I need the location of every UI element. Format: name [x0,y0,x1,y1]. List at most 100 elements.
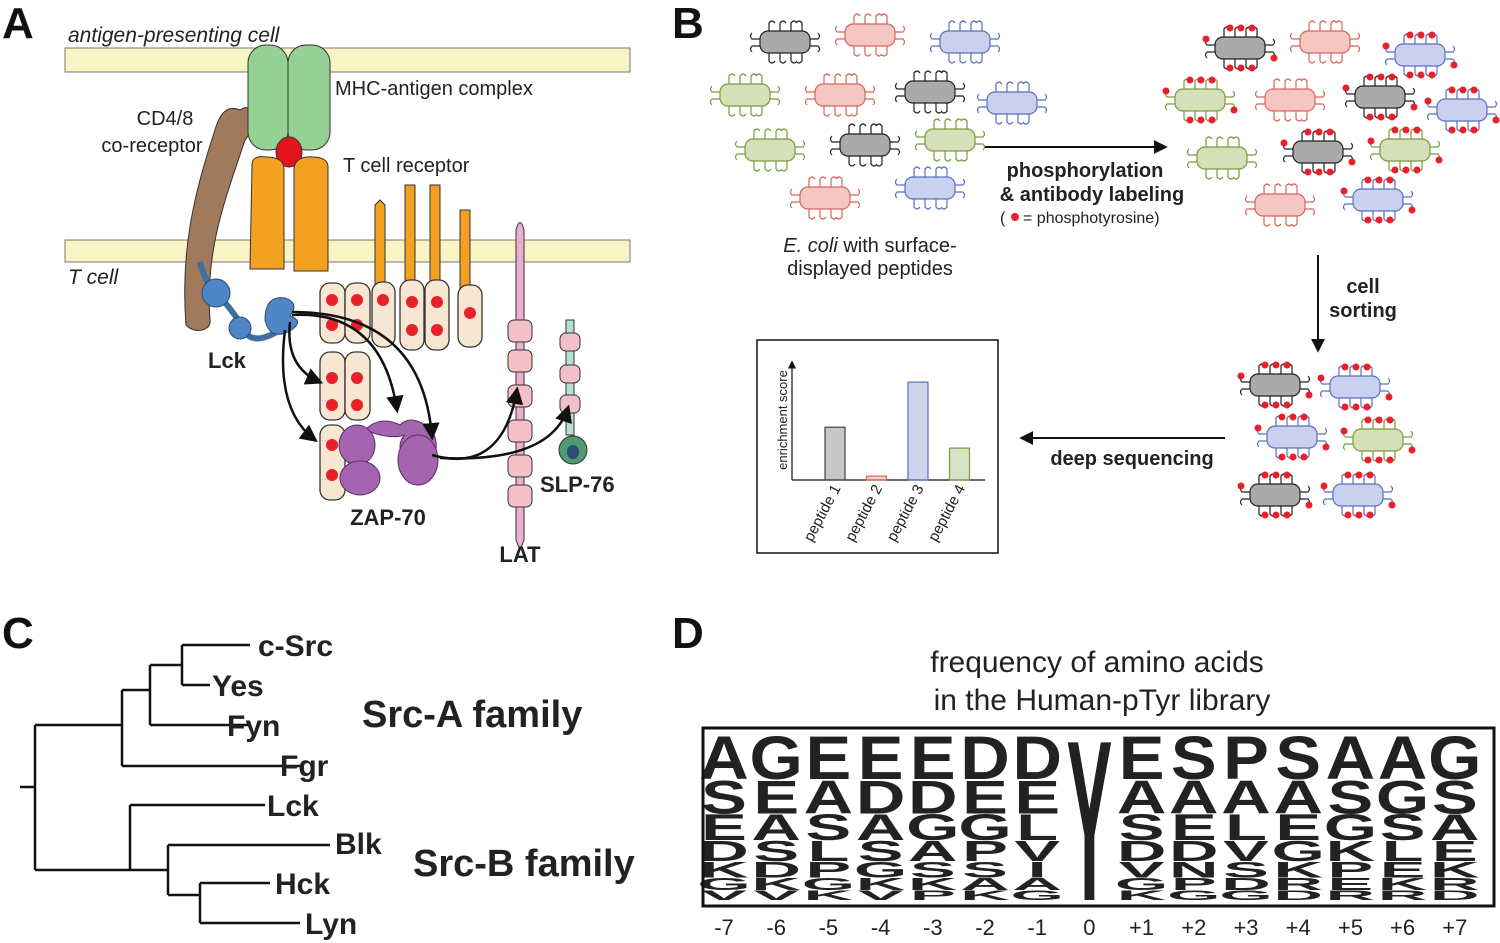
logo-letter: L [1016,806,1058,848]
logo-letter: L [1225,806,1267,848]
coreceptor-label: CD4/8 [137,108,194,130]
step-label: deep sequencing [1050,448,1213,470]
logo-letter: A [804,771,854,824]
logo-letter: S [1380,806,1426,848]
logo-letter: E [806,723,852,792]
logo-letter: E [1328,874,1374,894]
family-label: Src-B family [413,843,635,885]
logo-letter: K [908,874,958,894]
logo-letter: G [1167,888,1220,903]
logo-letter: K [960,888,1010,903]
lat-label: LAT [499,542,541,567]
legend-dot [1011,213,1019,221]
logo-letter: D [751,857,801,882]
logo-letter: A [1117,771,1167,824]
zap70 [338,419,439,496]
lat [507,222,533,552]
bar [948,447,971,481]
step-label: sorting [1329,300,1397,322]
position-label: +4 [1286,915,1311,940]
logo-letter: A [908,835,958,868]
slp76-label: SLP-76 [540,472,615,497]
panel-a: A antigen-presenting cell T cell CD4/8 c… [2,0,631,567]
logo-title: frequency of amino acids [930,646,1264,679]
step-label: phosphorylation [1007,160,1164,182]
logo-letter: K [1430,857,1480,882]
antigen [275,136,303,168]
logo-letter: G [1219,888,1272,903]
logo-letter: E [701,806,747,848]
position-label: -6 [766,915,786,940]
position-label: -7 [714,915,734,940]
logo-title: in the Human-pTyr library [934,684,1271,717]
logo-letter: S [1275,723,1321,792]
logo-letter: G [1115,874,1168,894]
ecoli-caption: displayed peptides [787,258,953,280]
logo-letter: A [960,874,1010,894]
logo-letter: G [854,857,907,882]
logo-letter: S [910,857,956,882]
logo-letter: S [962,857,1008,882]
logo-letter: A [699,723,749,792]
logo-letter: V [701,888,747,903]
logo-letter: D [960,723,1010,792]
logo-letter: S [1432,771,1478,824]
logo-letter: S [806,806,852,848]
logo-letter: R [1378,888,1428,903]
tcr-label: T cell receptor [343,155,470,177]
logo-letter: G [1272,835,1325,868]
panel-label: D [672,609,704,658]
logo-letter: V [858,888,904,903]
logo-letter: K [1273,857,1323,882]
panel-label: C [2,609,34,658]
logo-letter: D [1221,874,1271,894]
tcr [249,156,285,270]
logo-letter: K [1378,874,1428,894]
logo-letter: A [1273,771,1323,824]
logo-letter: G [958,806,1011,848]
logo-letter: P [1328,857,1374,882]
bar [907,381,929,481]
logo-letter: A [751,806,801,848]
leaf-label: Fgr [280,750,329,783]
logo-letter: D [908,771,958,824]
logo-letter: A [1378,723,1428,792]
mhc [247,44,289,151]
logo-letter: A [1430,806,1480,848]
logo-letter: E [753,771,799,824]
position-label: +5 [1338,915,1363,940]
mhc [287,44,331,151]
apc-label: antigen-presenting cell [68,24,281,47]
logo-letter: K [699,857,749,882]
leaf-label: Fyn [227,710,280,743]
logo-letter: K [804,888,854,903]
position-label: -4 [871,915,891,940]
logo-letter: E [910,723,956,792]
logo-letter: S [1328,771,1374,824]
logo-letter: V [1014,835,1060,868]
logo-letter: G [1324,806,1377,848]
leaf-label: Lck [267,790,319,823]
leaf-label: Lyn [305,908,357,941]
y-axis-label: enrichment score [775,370,790,470]
logo-letter: K [1326,835,1376,868]
legend-open: ( [1000,210,1006,227]
logo-letter: R [1430,874,1480,894]
logo-letter: D [856,771,906,824]
bar [824,426,846,481]
position-label: -2 [975,915,995,940]
membrane [64,47,631,73]
logo-letter: P [1171,874,1217,894]
logo-letter: G [1428,723,1481,792]
ecoli-caption: E. coli with surface- [783,235,956,257]
panel-b: B E. coli with surface- displayed peptid… [672,0,1500,554]
position-label: -1 [1027,915,1047,940]
legend-text: = phosphotyrosine) [1023,210,1160,227]
logo-letter: S [1223,857,1269,882]
logo-letter: E [1432,835,1478,868]
tcr [293,156,329,272]
logo-letter: S [1119,806,1165,848]
position-label: 0 [1083,915,1095,940]
